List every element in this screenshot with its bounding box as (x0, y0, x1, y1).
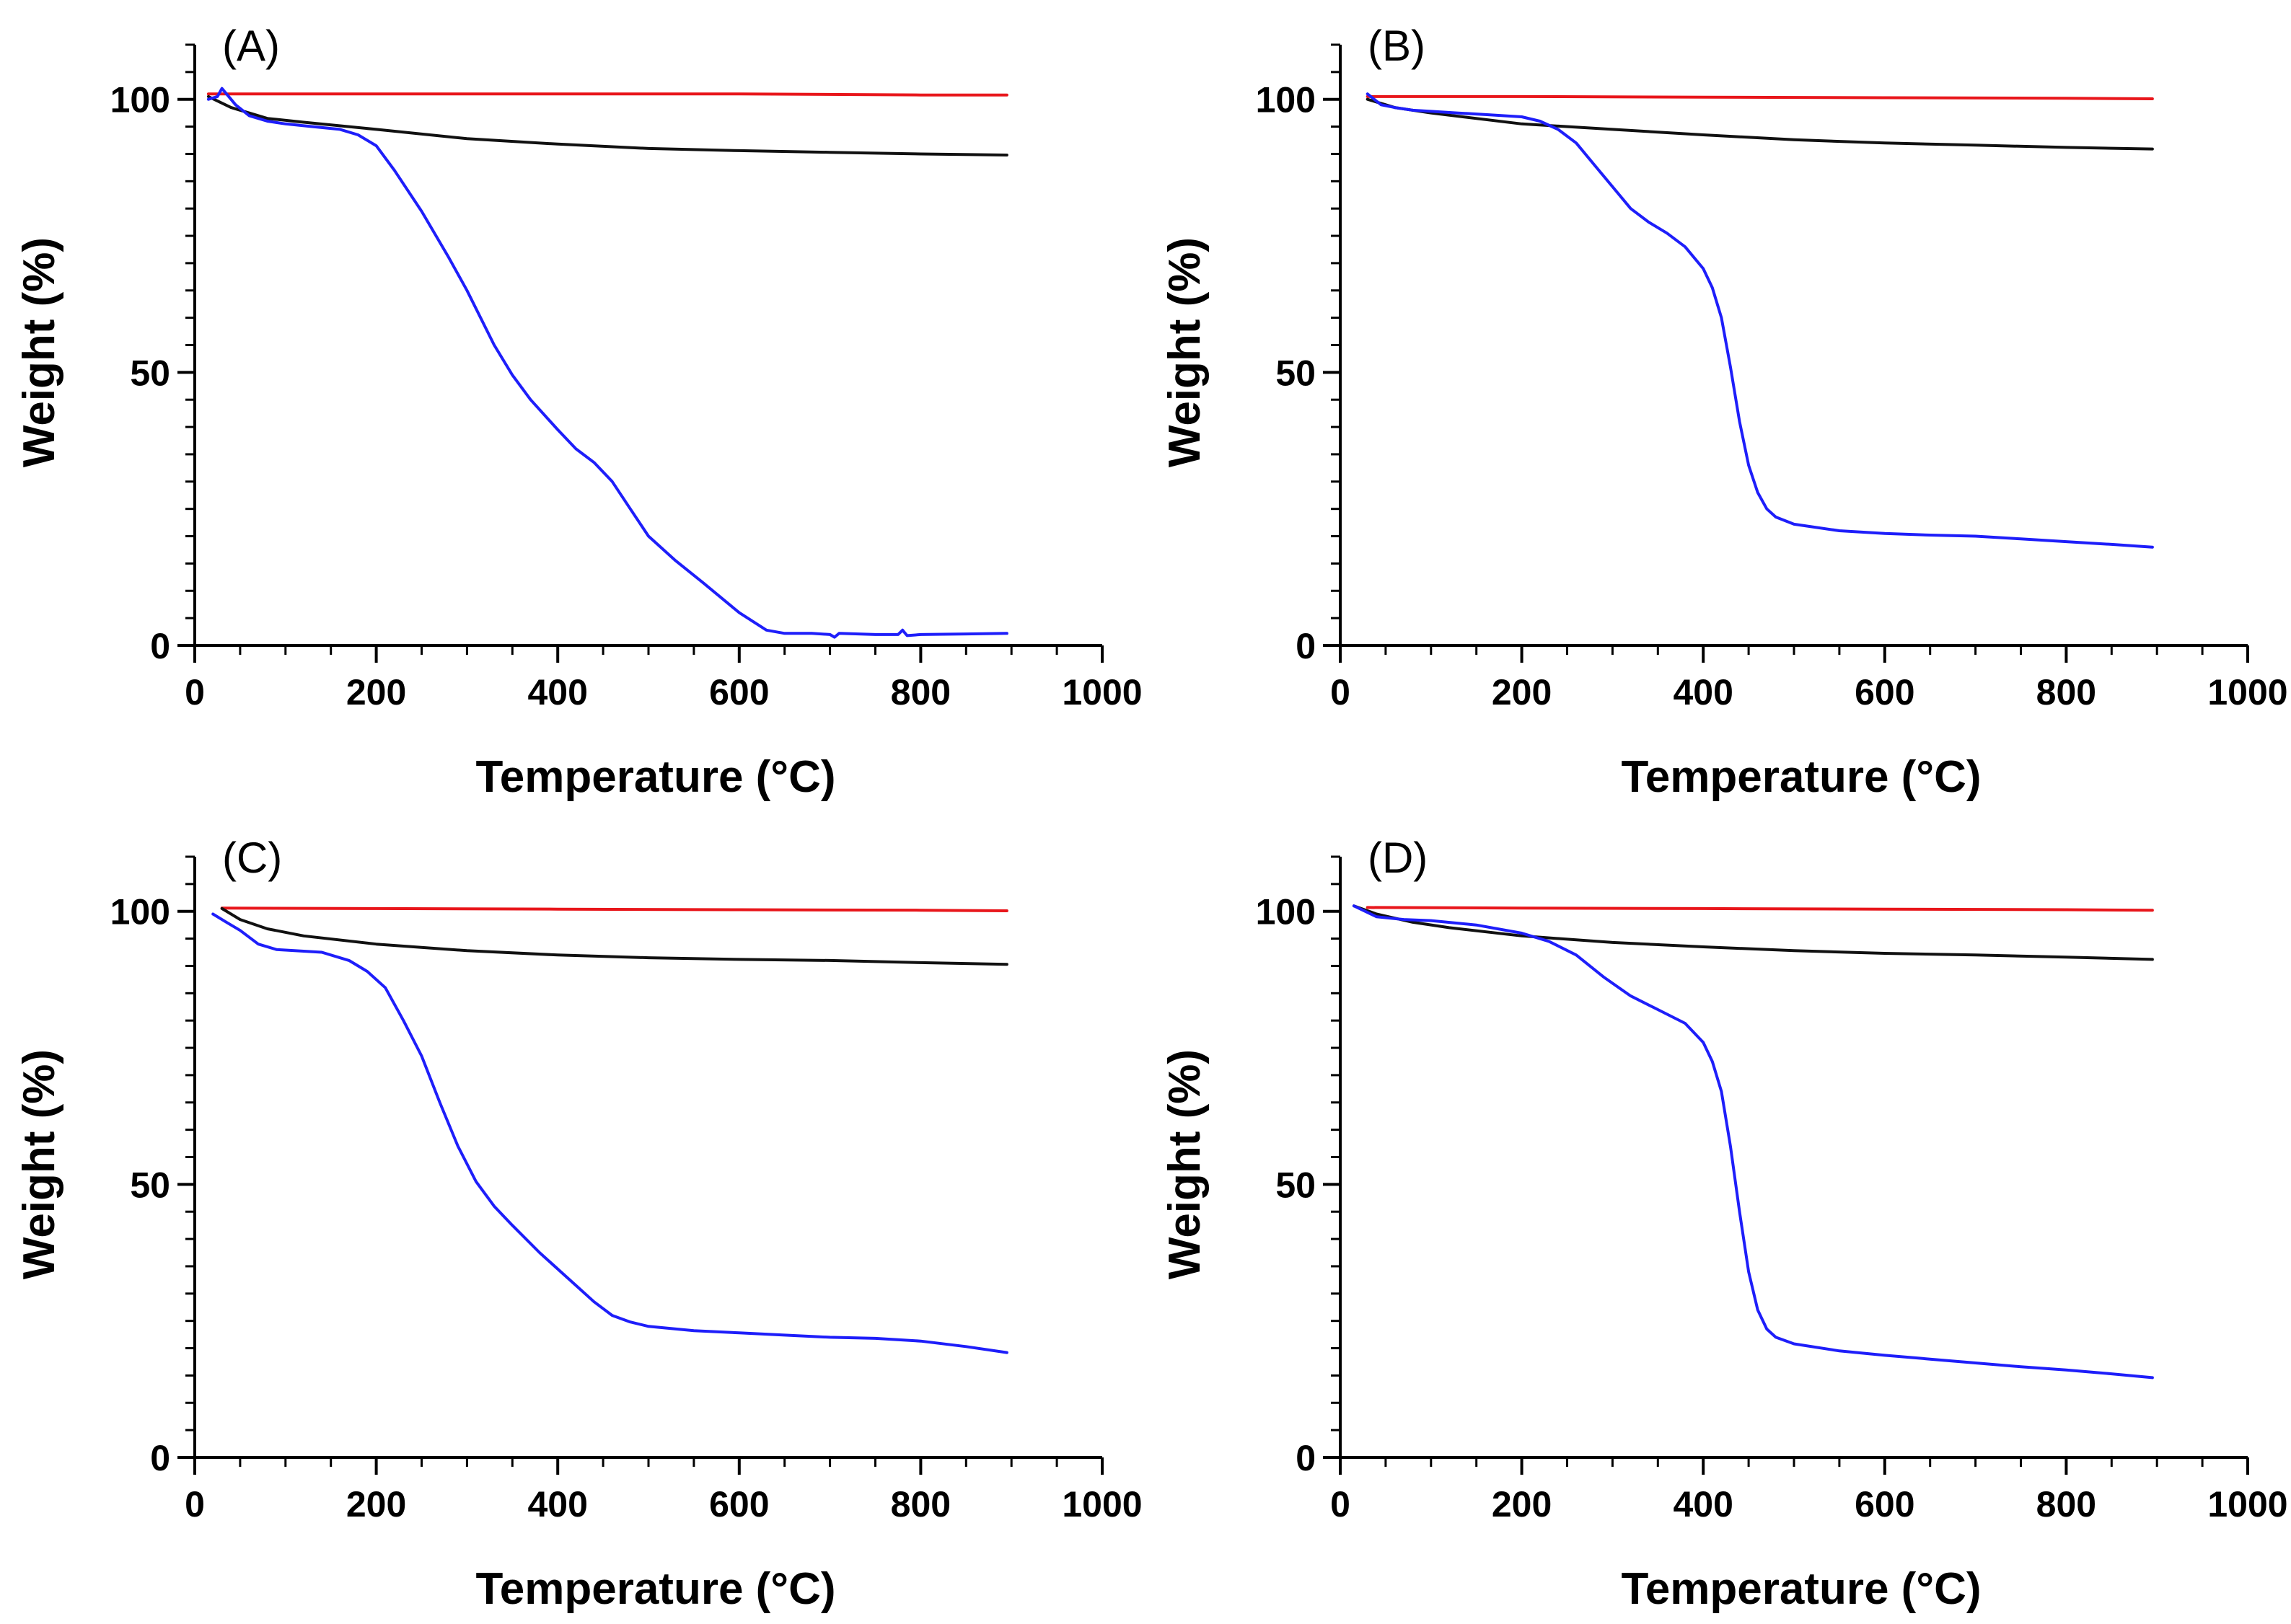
y-tick-label: 50 (1275, 1165, 1316, 1205)
y-tick-label: 100 (1256, 80, 1316, 120)
panel-d: 0 50 100 0 200 400 600 800 1000 Temperature (°C) W… (1146, 812, 2291, 1624)
y-tick-label: 0 (1296, 1438, 1316, 1478)
y-axis-title: Weight (%) (1160, 237, 1210, 467)
panel-label: (C) (222, 834, 282, 882)
x-tick-label: 1000 (1062, 672, 1142, 712)
x-tick-label: 0 (1330, 672, 1350, 712)
x-axis-title: Temperature (°C) (1621, 752, 1981, 802)
y-tick-label: 0 (1296, 626, 1316, 666)
y-tick-label: 50 (1275, 353, 1316, 393)
x-tick-label: 600 (1855, 1484, 1914, 1524)
y-tick-label: 100 (110, 892, 170, 932)
y-tick-label: 100 (1256, 892, 1316, 932)
x-tick-label: 1000 (1062, 1484, 1142, 1524)
x-tick-label: 0 (185, 1484, 205, 1524)
y-axis-title: Weight (%) (14, 1049, 64, 1279)
y-tick-label: 50 (130, 1165, 170, 1205)
x-tick-label: 1000 (2207, 1484, 2287, 1524)
x-tick-label: 200 (1492, 1484, 1552, 1524)
x-axis-title: Temperature (°C) (475, 752, 835, 802)
x-tick-label: 600 (709, 1484, 769, 1524)
y-tick-label: 100 (110, 80, 170, 120)
x-axis-title: Temperature (°C) (1621, 1564, 1981, 1614)
x-tick-label: 600 (1855, 672, 1914, 712)
x-tick-label: 0 (185, 672, 205, 712)
y-axis-title: Weight (%) (1160, 1049, 1210, 1279)
x-tick-label: 800 (2036, 672, 2096, 712)
x-tick-label: 600 (709, 672, 769, 712)
y-tick-label: 50 (130, 353, 170, 393)
panel-label: (A) (222, 22, 280, 70)
series-line-black-b (1366, 97, 2154, 151)
series-line-red-a (206, 92, 1008, 97)
y-tick-label: 0 (150, 626, 170, 666)
series-line-black-c (220, 906, 1008, 966)
series-line-red-b (1366, 94, 2154, 100)
series-line-red-d (1366, 906, 2154, 912)
x-tick-label: 800 (891, 1484, 951, 1524)
x-tick-label: 800 (891, 672, 951, 712)
x-tick-label: 800 (2036, 1484, 2096, 1524)
panel-c: 0 50 100 0 200 400 600 800 1000 Temperature (°C) W… (0, 812, 1146, 1624)
x-tick-label: 200 (346, 672, 406, 712)
x-tick-label: 400 (1673, 1484, 1733, 1524)
panel-b: 0 50 100 0 200 400 600 800 1000 Temperature (°C) W… (1146, 0, 2291, 812)
x-tick-label: 200 (1492, 672, 1552, 712)
series-line-blue-a (206, 87, 1008, 639)
x-tick-label: 400 (527, 672, 587, 712)
series-line-black-d (1352, 904, 2154, 961)
x-axis-title: Temperature (°C) (475, 1564, 835, 1614)
panel-a: 0 50 100 0 200 400 600 800 1000 Temperature (°C) W… (0, 0, 1146, 812)
series-line-black-a (206, 94, 1008, 156)
series-line-red-c (220, 906, 1008, 912)
x-tick-label: 200 (346, 1484, 406, 1524)
panel-label: (B) (1368, 22, 1425, 70)
y-tick-label: 0 (150, 1438, 170, 1478)
x-tick-label: 400 (1673, 672, 1733, 712)
series-line-blue-d (1352, 904, 2154, 1380)
panel-label: (D) (1368, 834, 1428, 882)
x-tick-label: 1000 (2207, 672, 2287, 712)
series-line-blue-b (1366, 92, 2154, 549)
y-axis-title: Weight (%) (14, 237, 64, 467)
x-tick-label: 400 (527, 1484, 587, 1524)
series-line-blue-c (211, 912, 1008, 1354)
x-tick-label: 0 (1330, 1484, 1350, 1524)
